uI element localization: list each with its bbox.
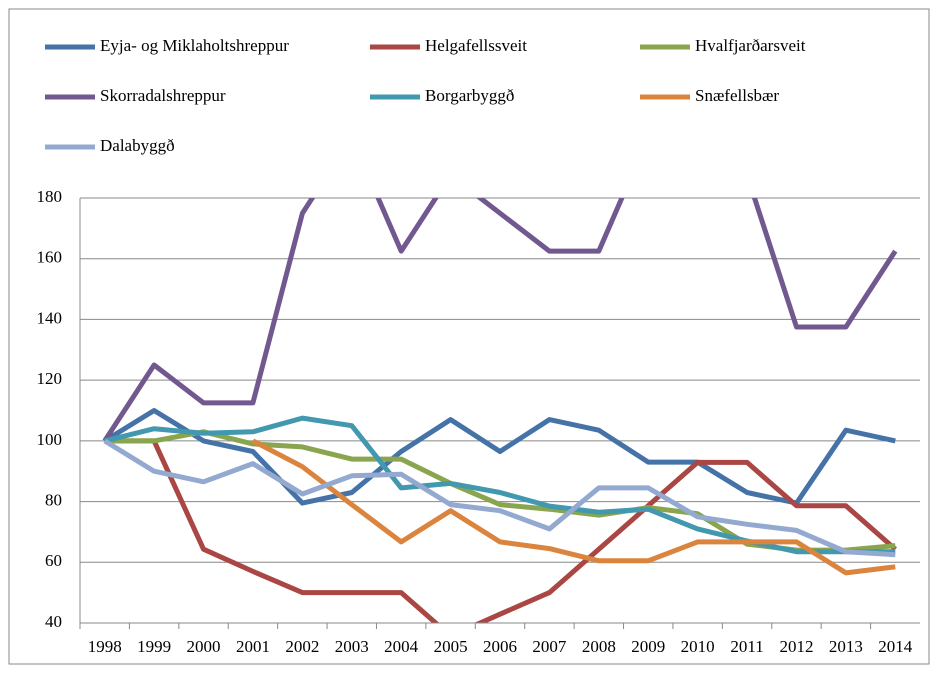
y-tick-label: 60 — [45, 551, 62, 570]
legend-label: Borgarbyggð — [425, 86, 514, 105]
series-line — [103, 408, 896, 506]
x-tick-label: 2004 — [384, 637, 419, 656]
y-tick-label: 100 — [37, 430, 63, 449]
series-line — [104, 438, 897, 623]
legend-label: Dalabyggð — [100, 136, 175, 155]
chart-border — [8, 8, 930, 665]
x-tick-label: 2014 — [878, 637, 913, 656]
legend-label: Skorradalshreppur — [100, 86, 226, 105]
x-tick-label: 2011 — [730, 637, 763, 656]
y-tick-label: 180 — [37, 187, 63, 206]
x-tick-label: 1998 — [88, 637, 122, 656]
x-tick-label: 2003 — [335, 637, 369, 656]
series-line — [251, 438, 896, 576]
x-tick-label: 2013 — [829, 637, 863, 656]
grid — [80, 197, 920, 624]
x-tick-label: 2008 — [582, 637, 616, 656]
x-tick-label: 2000 — [187, 637, 221, 656]
x-tick-label: 2007 — [532, 637, 567, 656]
series-line — [102, 198, 898, 443]
legend-label: Eyja- og Miklaholtshreppur — [100, 36, 289, 55]
y-tick-label: 80 — [45, 490, 62, 509]
x-tick-label: 2012 — [779, 637, 813, 656]
x-tick-label: 2009 — [631, 637, 665, 656]
series-line — [103, 438, 896, 558]
y-tick-label: 120 — [37, 369, 63, 388]
y-tick-label: 40 — [45, 612, 62, 631]
legend-label: Snæfellsbær — [695, 86, 779, 105]
y-tick-label: 160 — [37, 248, 63, 267]
x-tick-label: 2002 — [285, 637, 319, 656]
series-line — [104, 415, 896, 555]
legend-label: Helgafellssveit — [425, 36, 527, 55]
x-tick-label: 2010 — [681, 637, 715, 656]
x-tick-label: 2005 — [434, 637, 468, 656]
x-tick-label: 2001 — [236, 637, 270, 656]
x-tick-label: 1999 — [137, 637, 171, 656]
x-tick-label: 2006 — [483, 637, 517, 656]
plot-area — [102, 198, 898, 623]
legend-label: Hvalfjarðarsveit — [695, 36, 806, 55]
y-tick-label: 140 — [37, 308, 63, 327]
